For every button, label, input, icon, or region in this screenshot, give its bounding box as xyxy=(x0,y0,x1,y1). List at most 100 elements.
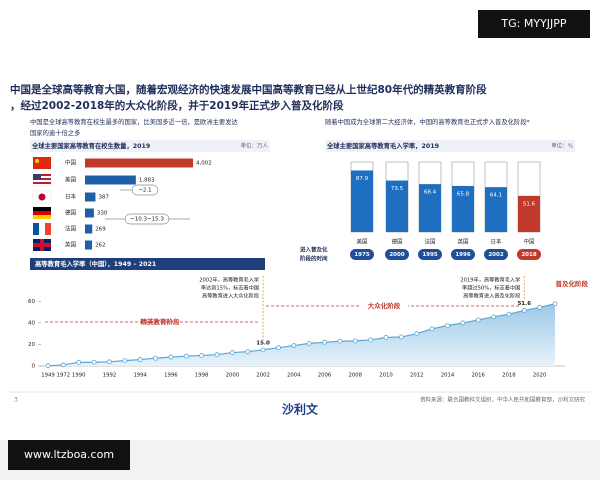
category-label: 日本 xyxy=(65,193,77,201)
chart-header-bar xyxy=(30,258,265,270)
point xyxy=(76,359,82,365)
point xyxy=(137,357,143,362)
flag xyxy=(33,182,51,184)
bar xyxy=(85,175,136,185)
point xyxy=(214,352,220,358)
point xyxy=(537,305,543,310)
x-tick-label: 1972 xyxy=(57,373,70,379)
source: 资料来源：联合国教科文组织，中华人民共和国教育部，沙利文研究 xyxy=(420,396,586,404)
title-line: ，经过2002-2018年的大众化阶段，并于2019年正式步入普及化阶段 xyxy=(10,99,344,112)
point xyxy=(475,317,481,323)
point xyxy=(91,359,97,365)
point xyxy=(291,343,297,348)
category-label: 美国 xyxy=(356,238,368,246)
line xyxy=(47,303,556,367)
value-label: 15.0 xyxy=(256,340,270,346)
x-tick-label: 1992 xyxy=(103,373,116,379)
bar xyxy=(518,195,540,232)
value-label: 64.1 xyxy=(490,193,502,199)
x-tick-label: 2000 xyxy=(226,373,240,379)
adoption-year: 1975 xyxy=(354,252,369,258)
category-label: 英国 xyxy=(65,241,77,249)
point xyxy=(368,337,374,343)
chart-title: 全球主要国家高等教育毛入学率，2019 xyxy=(326,141,439,150)
value-label: 51.6 xyxy=(523,201,536,207)
annotation: ~2.1 xyxy=(138,188,151,194)
phase-bg xyxy=(360,301,408,311)
category-label: 美国 xyxy=(65,176,77,184)
point xyxy=(383,335,389,340)
flag xyxy=(33,207,51,211)
chart-title: 高等教育毛入学率（中国），1949 – 2021 xyxy=(35,259,156,268)
flag xyxy=(38,193,46,201)
page-number: 3 xyxy=(14,397,18,404)
flag xyxy=(45,223,51,235)
area xyxy=(48,303,555,366)
annotation: 2002年，高等教育毛入学 xyxy=(199,276,259,284)
value-label: 87.9 xyxy=(356,176,369,182)
site-box xyxy=(8,440,130,470)
annotation: ~10.3~15.3 xyxy=(130,217,164,223)
point xyxy=(153,355,158,361)
bar xyxy=(419,184,441,232)
flag xyxy=(33,223,39,235)
y-tick-label: 60 xyxy=(28,299,35,305)
adoption-year: 2002 xyxy=(488,252,503,258)
value-label: 65.8 xyxy=(457,191,470,197)
watermark: TG: MYYJJPP xyxy=(500,17,566,30)
bar xyxy=(85,208,94,218)
x-tick-label: 1990 xyxy=(72,373,86,379)
x-tick-label: 1998 xyxy=(195,373,209,379)
annotation: 率达到15%，标志着中国 xyxy=(201,284,259,292)
annotation: 高等教育进入大众化阶段 xyxy=(202,292,259,300)
title-line: 中国是全球高等教育大国，随着宏观经济的快速发展中国高等教育已经从上世纪80年代的… xyxy=(10,83,487,96)
annotation-box xyxy=(131,184,159,196)
x-tick-label: 2004 xyxy=(287,373,301,379)
x-tick-label: 2008 xyxy=(349,373,363,379)
point xyxy=(352,338,358,344)
value-label: 262 xyxy=(95,243,106,249)
year-pill xyxy=(418,249,442,260)
bar xyxy=(85,158,194,168)
y-tick-label: 0 xyxy=(32,364,36,370)
point xyxy=(337,338,343,344)
x-tick-label: 2018 xyxy=(502,373,516,379)
unit: 单位：万人 xyxy=(240,142,268,150)
adoption-label: 进入普及化 xyxy=(300,246,328,254)
point xyxy=(306,340,312,346)
value-label: 73.5 xyxy=(391,186,404,192)
bar xyxy=(485,187,507,232)
year-pill xyxy=(451,249,475,260)
point xyxy=(107,359,112,365)
point xyxy=(60,362,66,368)
point xyxy=(183,353,189,359)
note: 国家的逾十倍之多 xyxy=(30,128,80,137)
point xyxy=(276,345,281,351)
category-label: 德国 xyxy=(65,209,77,217)
category-label: 中国 xyxy=(65,159,77,167)
point xyxy=(322,339,327,345)
point xyxy=(245,349,251,355)
annotation: 率超过50%，标志着中国 xyxy=(462,284,520,292)
bar xyxy=(85,224,93,234)
category-label: 法国 xyxy=(424,238,436,246)
x-tick-label: 1994 xyxy=(133,373,147,379)
site: www.ltzboa.com xyxy=(24,448,114,461)
chart-header-bar xyxy=(30,140,270,152)
note: 中国是全球高等教育在校生最多的国家，比美国多近一倍，是欧洲主要发达 xyxy=(30,117,239,126)
bar xyxy=(386,180,408,232)
flag xyxy=(33,178,51,180)
point xyxy=(460,320,466,326)
point xyxy=(45,363,51,369)
unit: 单位：% xyxy=(551,142,573,150)
value-label: 1,883 xyxy=(139,178,155,184)
flag xyxy=(33,174,51,176)
point xyxy=(552,301,558,307)
logo: 沙利文 xyxy=(282,402,319,417)
flag xyxy=(33,215,51,219)
point xyxy=(445,323,450,329)
category-label: 英国 xyxy=(457,238,469,246)
